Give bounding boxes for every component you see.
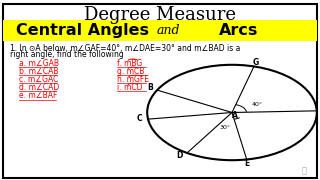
Text: Central Angles: Central Angles [16, 22, 149, 38]
Text: right angle, find the following: right angle, find the following [10, 50, 123, 59]
Text: d. m∠CAD: d. m∠CAD [19, 83, 60, 92]
Text: 30°: 30° [220, 125, 231, 130]
Text: 🔈: 🔈 [301, 166, 307, 176]
Text: G: G [252, 58, 259, 67]
Text: B: B [147, 83, 153, 92]
Text: g. mCB: g. mCB [117, 67, 144, 76]
Text: e. m∠BAF: e. m∠BAF [19, 91, 58, 100]
Text: 40°: 40° [252, 102, 263, 107]
Text: Arcs: Arcs [219, 22, 259, 38]
Text: f. mBG: f. mBG [117, 58, 142, 68]
FancyBboxPatch shape [3, 20, 317, 40]
Text: E: E [245, 159, 250, 168]
Text: i. mCD: i. mCD [117, 83, 142, 92]
Text: C: C [136, 114, 142, 123]
Text: D: D [176, 151, 183, 160]
Text: h. mGFE: h. mGFE [117, 75, 149, 84]
Text: 1. In ⊙A below, m∠GAF=40°, m∠DAE=30° and m∠BAD is a: 1. In ⊙A below, m∠GAF=40°, m∠DAE=30° and… [10, 44, 240, 53]
Text: and: and [156, 24, 180, 37]
FancyBboxPatch shape [3, 4, 317, 178]
Text: c. m∠GAC: c. m∠GAC [19, 75, 59, 84]
Text: b. m∠CAB: b. m∠CAB [19, 67, 59, 76]
Text: A: A [232, 111, 238, 120]
Text: a. m∠GAB: a. m∠GAB [19, 58, 59, 68]
Text: Degree Measure: Degree Measure [84, 6, 236, 24]
